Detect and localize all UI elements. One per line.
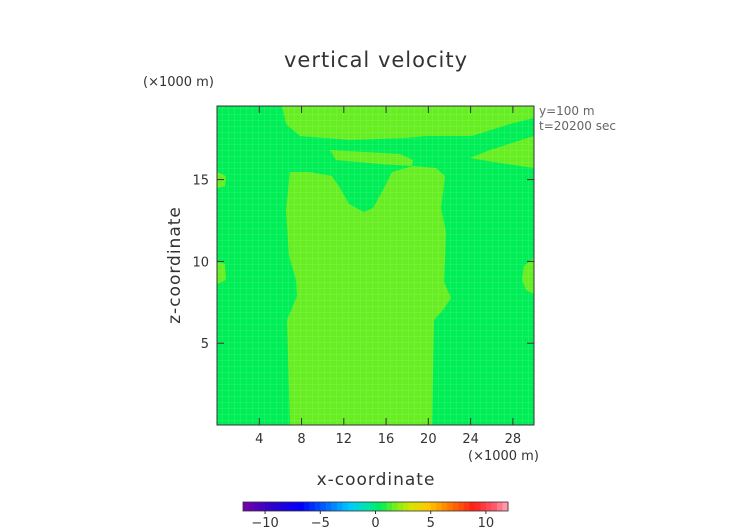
colorbar-cell	[502, 502, 509, 511]
colorbar-cell	[474, 502, 481, 511]
colorbar-cell	[320, 502, 327, 511]
colorbar-cell	[469, 502, 476, 511]
grid-texture	[217, 106, 534, 425]
colorbar-cell	[452, 502, 459, 511]
annotation-t: t=20200 sec	[539, 119, 616, 133]
x-axis: 4 8 12 16 20 24 28	[255, 106, 521, 447]
colorbar-tick-label: −10	[251, 516, 278, 531]
y-axis: 5 10 15	[192, 174, 534, 352]
colorbar-cell	[369, 502, 377, 511]
colorbar-cell	[303, 502, 310, 511]
colorbar-cell	[254, 502, 261, 511]
colorbar-cell	[259, 502, 266, 511]
colorbar-cell	[414, 502, 421, 511]
x-tick-label: 20	[420, 432, 437, 447]
colorbar-cell	[463, 502, 470, 511]
x-tick-label: 28	[505, 432, 522, 447]
y-tick-label: 10	[192, 255, 209, 270]
colorbar-cell	[375, 502, 382, 511]
colorbar-cell	[364, 502, 371, 511]
colorbar: −10 −5 0 5 10	[242, 501, 509, 531]
colorbar-cell	[386, 502, 393, 511]
x-tick-label: 16	[378, 432, 395, 447]
x-scale-note: (×1000 m)	[468, 449, 539, 464]
colorbar-cell	[314, 502, 321, 511]
colorbar-cell	[265, 502, 272, 511]
colorbar-cell	[325, 502, 332, 511]
colorbar-cell	[441, 502, 448, 511]
annotation-block: y=100 m t=20200 sec	[539, 104, 616, 134]
colorbar-cell	[358, 502, 366, 511]
plot-area	[216, 105, 535, 426]
x-tick-label: 8	[297, 432, 305, 447]
colorbar-cell	[347, 502, 355, 511]
colorbar-cell	[436, 502, 443, 511]
colorbar-cell	[298, 502, 305, 511]
colorbar-cell	[276, 502, 283, 511]
colorbar-cell	[353, 502, 360, 511]
colorbar-cell	[430, 502, 437, 511]
colorbar-cell	[287, 502, 294, 511]
colorbar-cell	[496, 502, 504, 511]
colorbar-cell	[425, 502, 432, 511]
colorbar-cell	[419, 502, 426, 511]
x-tick-label: 12	[336, 432, 353, 447]
y-tick-label: 5	[201, 337, 209, 352]
colorbar-cell	[381, 502, 388, 511]
colorbar-tick-label: 0	[371, 516, 379, 531]
colorbar-cell	[243, 502, 250, 511]
colorbar-cell	[342, 502, 349, 511]
colorbar-cell	[480, 502, 487, 511]
x-tick-label: 4	[255, 432, 263, 447]
colorbar-cell	[292, 502, 299, 511]
colorbar-cell	[392, 502, 399, 511]
colorbar-cell	[270, 502, 277, 511]
colorbar-cell	[447, 502, 454, 511]
colorbar-tick-label: 10	[478, 516, 495, 531]
colorbar-cell	[248, 502, 255, 511]
chart-title: vertical velocity	[283, 48, 469, 72]
colorbar-cell	[458, 502, 465, 511]
colorbar-cell	[408, 502, 415, 511]
x-tick-label: 24	[462, 432, 479, 447]
colorbar-tick-label: −5	[311, 516, 330, 531]
colorbar-cell	[281, 502, 288, 511]
x-axis-label: x-coordinate	[316, 470, 436, 490]
colorbar-cell	[336, 502, 343, 511]
colorbar-cell	[397, 502, 404, 511]
z-scale-note: (×1000 m)	[143, 75, 214, 90]
colorbar-tick-label: 5	[427, 516, 435, 531]
colorbar-cell	[485, 502, 493, 511]
plot-frame	[216, 105, 535, 426]
colorbar-cell	[331, 502, 338, 511]
colorbar-cell	[491, 502, 498, 511]
annotation-y: y=100 m	[539, 104, 595, 118]
colorbar-cell	[403, 502, 410, 511]
y-tick-label: 15	[192, 174, 209, 189]
colorbar-cell	[309, 502, 316, 511]
